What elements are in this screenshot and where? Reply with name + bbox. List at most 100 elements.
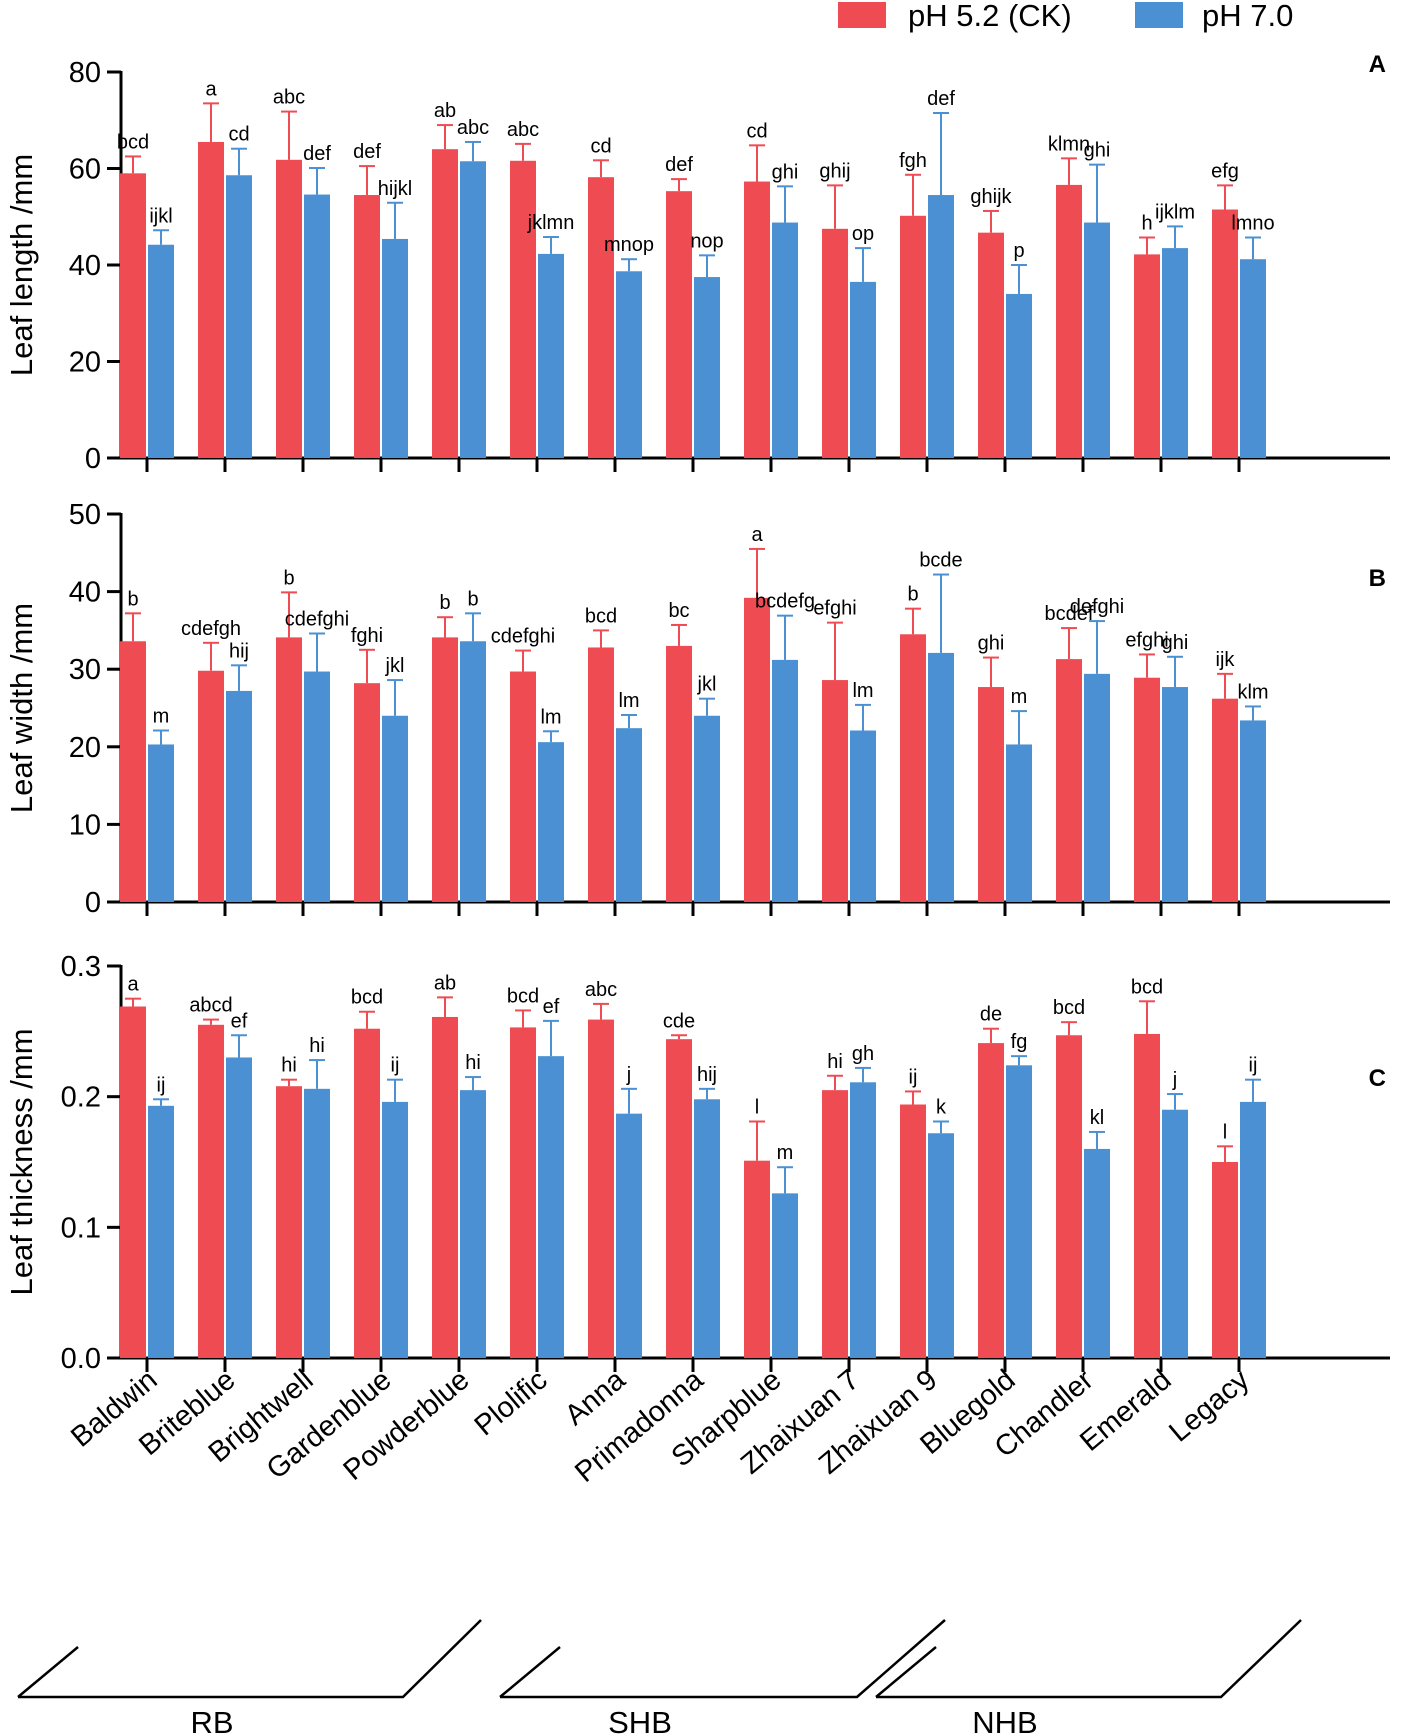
y-tick-label: 0.2 xyxy=(61,1082,101,1114)
bar xyxy=(850,730,876,902)
bar xyxy=(1006,1065,1032,1358)
significance-letter: jkl xyxy=(697,674,717,696)
bar xyxy=(978,232,1004,458)
significance-letter: bcd xyxy=(585,605,617,627)
y-tick-label: 80 xyxy=(69,57,101,89)
bar xyxy=(588,1019,614,1358)
panel-c: 0.0 0.1 0.2 0.3 Leaf thickness /mm Ca abcd hi bc… xyxy=(4,951,1390,1375)
significance-letter: bcde xyxy=(919,550,962,572)
bar xyxy=(928,195,954,458)
significance-letter: op xyxy=(852,223,874,245)
significance-letter: klmn xyxy=(1048,133,1090,155)
bar xyxy=(666,645,692,902)
significance-letter: b xyxy=(907,584,918,606)
series-ph7: ijkl cd def hijkl abc jklmn mnop nop ghi op def p gh… xyxy=(148,88,1275,458)
significance-letter: def xyxy=(353,141,381,163)
bar xyxy=(850,1082,876,1358)
significance-letter: lm xyxy=(618,690,639,712)
bar xyxy=(588,177,614,458)
y-tick-label: 30 xyxy=(69,654,101,686)
bar xyxy=(460,1090,486,1358)
significance-letter: ab xyxy=(434,972,456,994)
significance-letter: lm xyxy=(852,680,873,702)
bar xyxy=(226,1057,252,1358)
significance-letter: ij xyxy=(157,1074,166,1096)
bar xyxy=(822,1090,848,1358)
significance-letter: hij xyxy=(229,640,249,662)
bar xyxy=(382,1101,408,1358)
significance-letter: ghijk xyxy=(970,186,1012,208)
significance-letter: defghi xyxy=(1070,596,1125,618)
bar xyxy=(120,1006,146,1358)
bar xyxy=(1084,673,1110,902)
bar xyxy=(1162,687,1188,902)
significance-letter: ijkl xyxy=(149,205,172,227)
bar xyxy=(304,671,330,902)
bar xyxy=(772,1193,798,1358)
significance-letter: hi xyxy=(309,1035,325,1057)
bar xyxy=(276,1086,302,1358)
y-tick-label: 0 xyxy=(85,887,101,919)
significance-letter: bcdefg xyxy=(755,591,815,613)
significance-letter: m xyxy=(1011,686,1028,708)
bar xyxy=(928,1133,954,1358)
significance-letter: lmno xyxy=(1231,212,1274,234)
bar xyxy=(900,634,926,902)
bar xyxy=(900,215,926,458)
bar xyxy=(1134,1033,1160,1358)
bar xyxy=(460,161,486,458)
significance-letter: abc xyxy=(507,119,539,141)
significance-letter: m xyxy=(153,706,170,728)
bar xyxy=(538,742,564,902)
group-bracket xyxy=(500,1619,946,1699)
significance-letter: mnop xyxy=(604,234,654,256)
significance-letter: hi xyxy=(465,1052,481,1074)
bar xyxy=(1134,677,1160,902)
significance-letter: b xyxy=(127,588,138,610)
significance-letter: b xyxy=(439,592,450,614)
significance-letter: efghi xyxy=(1125,629,1168,651)
group-label: NHB xyxy=(972,1705,1037,1736)
significance-letter: fgh xyxy=(899,150,927,172)
bar xyxy=(382,715,408,902)
bar xyxy=(978,687,1004,902)
bar xyxy=(276,159,302,458)
significance-letter: bcd xyxy=(351,987,383,1009)
significance-letter: ijk xyxy=(1216,649,1236,671)
bar xyxy=(1212,698,1238,902)
significance-letter: ab xyxy=(434,100,456,122)
y-axis-label: Leaf width /mm xyxy=(4,603,39,813)
significance-letter: j xyxy=(626,1064,631,1086)
significance-letter: gh xyxy=(852,1043,874,1065)
bar xyxy=(694,1099,720,1358)
bar xyxy=(978,1043,1004,1358)
series-ck: a abcd hi bcd ab bcd abc cde l hi ij de bcd bcd l xyxy=(120,972,1238,1358)
group-bracket-left xyxy=(17,1646,79,1698)
significance-letter: bcd xyxy=(1131,976,1163,998)
y-tick-label: 40 xyxy=(69,250,101,282)
y-tick-label: 0.0 xyxy=(61,1343,101,1375)
bar xyxy=(1134,254,1160,458)
bar xyxy=(1162,248,1188,458)
significance-letter: hi xyxy=(281,1055,297,1077)
group-label: SHB xyxy=(608,1705,672,1736)
significance-letter: efg xyxy=(1211,160,1239,182)
significance-letter: hi xyxy=(827,1051,843,1073)
significance-letter: jkl xyxy=(385,655,405,677)
significance-letter: p xyxy=(1013,240,1024,262)
bar xyxy=(432,637,458,902)
bar xyxy=(510,160,536,458)
series-ph7: m hij cdefghi jkl b lm lm jkl bcdefg lm bcde m defgh… xyxy=(148,550,1269,902)
bar xyxy=(694,277,720,458)
bar xyxy=(1084,1148,1110,1358)
bar xyxy=(744,597,770,902)
bar xyxy=(120,173,146,458)
significance-letter: kl xyxy=(1090,1107,1104,1129)
significance-letter: def xyxy=(927,88,955,110)
significance-letter: lm xyxy=(540,706,561,728)
bar xyxy=(1056,1035,1082,1358)
